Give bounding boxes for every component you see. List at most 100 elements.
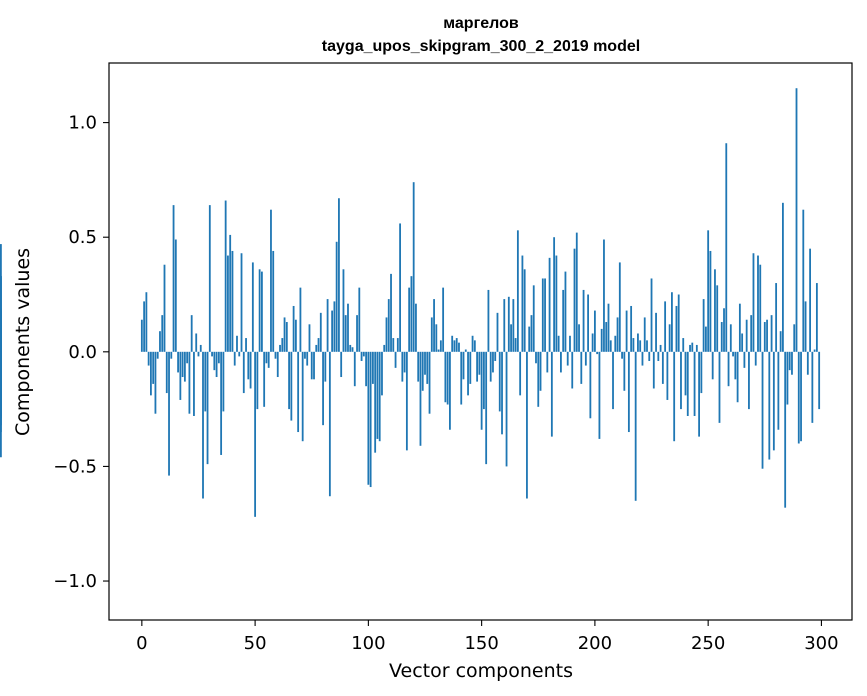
bar-component-104 xyxy=(376,351,379,439)
bar-component-41 xyxy=(233,351,236,366)
bar-component-107 xyxy=(383,344,386,352)
bar-component-204 xyxy=(603,239,605,352)
bar-component-278 xyxy=(770,315,773,352)
bar-component-6 xyxy=(154,351,157,414)
bar-component-130 xyxy=(435,324,438,352)
bar-component-216 xyxy=(630,305,633,352)
bar-component-139 xyxy=(455,338,458,352)
bar-component-26 xyxy=(199,344,202,352)
bar-component-23 xyxy=(193,351,195,416)
bar-component-153 xyxy=(487,289,490,352)
bar-component-155 xyxy=(492,351,494,373)
bar-component-72 xyxy=(304,351,306,359)
bar-component-154 xyxy=(489,351,492,382)
bar-component-241 xyxy=(686,351,689,416)
bar-component-108 xyxy=(385,317,388,352)
bar-component-128 xyxy=(430,317,433,352)
bar-component-187 xyxy=(564,271,567,352)
bar-component-182 xyxy=(553,237,556,352)
bar-component-277 xyxy=(768,351,771,460)
bar-component-131 xyxy=(437,349,440,352)
bar-component-15 xyxy=(174,239,177,352)
bar-component-258 xyxy=(725,143,728,352)
bar-component-12 xyxy=(168,351,170,476)
bar-component-228 xyxy=(657,351,660,361)
bar-component-120 xyxy=(412,182,415,352)
bar-component-46 xyxy=(245,338,247,352)
bar-component-90 xyxy=(344,315,347,352)
bar-component-33 xyxy=(215,351,218,378)
bar-component-235 xyxy=(673,351,676,442)
bar-component-38 xyxy=(227,255,229,352)
bar-component-289 xyxy=(795,88,798,352)
bar-component-233 xyxy=(668,324,671,352)
bar-component-166 xyxy=(516,230,519,352)
bar-component-205 xyxy=(605,322,608,352)
bar-component-196 xyxy=(584,351,587,366)
x-tick-label: 150 xyxy=(464,633,498,654)
bar-component-210 xyxy=(616,317,619,352)
bar-component-31 xyxy=(211,351,213,357)
bar-component-50 xyxy=(254,351,257,517)
bar-component-156 xyxy=(494,351,497,361)
bar-component-80 xyxy=(322,351,324,426)
bar-component-84 xyxy=(331,310,334,352)
bar-component-245 xyxy=(695,344,698,352)
bar-component-54 xyxy=(263,351,266,407)
bar-component-288 xyxy=(793,324,796,352)
bar-component-167 xyxy=(519,351,522,396)
bar-component-198 xyxy=(589,351,592,419)
bar-component-163 xyxy=(510,324,512,352)
bar-component-283 xyxy=(782,202,784,352)
y-axis-ticks: −1.0 −0.5 0.0 0.5 1.0 xyxy=(53,113,109,592)
x-tick-label: 300 xyxy=(804,633,838,654)
bar-component-undefined xyxy=(0,351,2,416)
bar-component-64 xyxy=(285,322,288,352)
bar-component-27 xyxy=(202,351,204,499)
bar-component-281 xyxy=(777,351,780,430)
bar-component-275 xyxy=(763,322,766,352)
bar-component-21 xyxy=(188,351,191,414)
bar-component-157 xyxy=(496,312,499,352)
bar-component-185 xyxy=(560,351,562,373)
bar-component-193 xyxy=(578,324,580,352)
bar-component-109 xyxy=(387,299,390,352)
bar-component-225 xyxy=(650,278,653,352)
bar-component-240 xyxy=(684,351,687,396)
bar-component-292 xyxy=(802,209,805,352)
bar-component-11 xyxy=(165,351,168,394)
bar-component-133 xyxy=(442,287,445,352)
bar-component-58 xyxy=(272,250,275,352)
bar-component-206 xyxy=(607,303,610,352)
bar-component-207 xyxy=(609,340,612,352)
bar-component-111 xyxy=(392,338,395,352)
bar-component-95 xyxy=(356,315,358,352)
bar-component-270 xyxy=(752,253,755,352)
bar-component-116 xyxy=(403,351,406,373)
bar-component-34 xyxy=(217,351,220,364)
bar-component-39 xyxy=(229,234,232,352)
bar-component-53 xyxy=(261,271,263,352)
bar-component-93 xyxy=(351,347,354,352)
chart-title-line-2: tayga_upos_skipgram_300_2_2019 model xyxy=(322,38,640,55)
bar-component-113 xyxy=(396,338,399,352)
bar-component-294 xyxy=(806,351,809,375)
bar-component-148 xyxy=(476,351,479,382)
y-tick-label: 0.0 xyxy=(68,342,97,363)
bar-component-173 xyxy=(532,285,535,352)
bar-component-183 xyxy=(555,255,558,352)
bar-component-81 xyxy=(324,351,327,382)
bar-component-194 xyxy=(580,351,583,384)
bar-component-63 xyxy=(283,317,286,352)
bar-component-255 xyxy=(718,351,721,423)
y-tick-label: −1.0 xyxy=(53,571,97,592)
bar-component-214 xyxy=(625,310,628,352)
bar-component-168 xyxy=(521,255,524,352)
bar-component-162 xyxy=(507,296,510,352)
bar-component-260 xyxy=(729,324,732,352)
bar-component-236 xyxy=(675,305,678,352)
bar-component-165 xyxy=(514,338,517,352)
bar-component-197 xyxy=(587,294,589,352)
x-tick-label: 200 xyxy=(578,633,612,654)
bar-component-65 xyxy=(288,351,290,410)
